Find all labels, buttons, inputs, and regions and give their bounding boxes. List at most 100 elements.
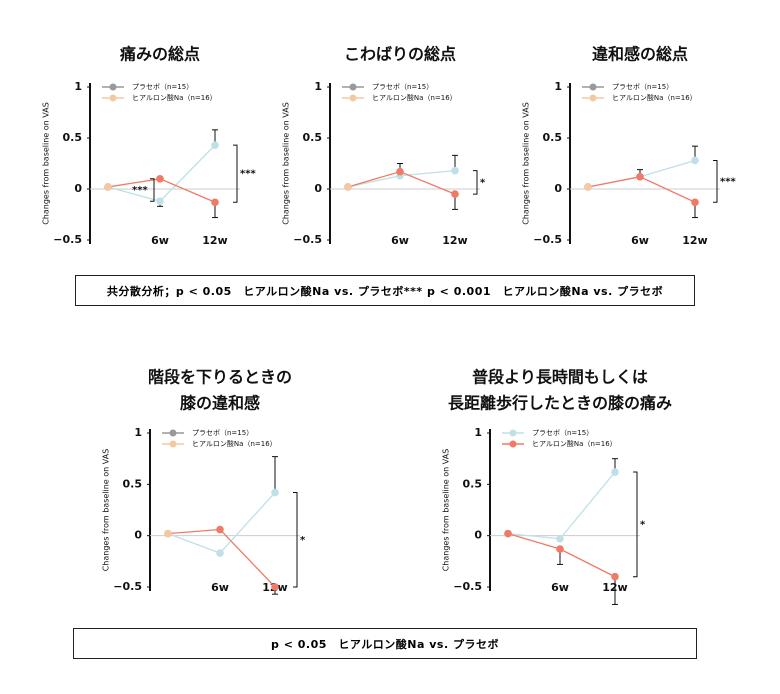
legend-label: ヒアルロン酸Na（n=16） <box>372 93 457 102</box>
data-point <box>556 545 564 553</box>
data-point <box>451 190 459 198</box>
data-point <box>104 183 112 191</box>
data-point <box>504 529 512 538</box>
y-tick-label: 0 <box>554 182 562 195</box>
significance-bracket <box>473 170 478 195</box>
significance-bracket <box>150 178 155 202</box>
y-tick-label: 1 <box>314 80 322 93</box>
data-point <box>271 583 279 591</box>
chart-title: 違和感の総点 <box>592 45 688 64</box>
legend-marker <box>589 94 597 102</box>
data-point <box>611 572 619 581</box>
y-tick-label: 0 <box>314 182 322 195</box>
legend-label: ヒアルロン酸Na（n=16） <box>192 439 277 448</box>
y-tick-label: 0.5 <box>123 477 143 490</box>
x-tick-label: 12w <box>442 234 467 247</box>
legend-marker <box>109 83 117 91</box>
y-tick-label: 0 <box>134 529 142 542</box>
y-axis-label: Changes from baseline on VAS <box>102 449 111 572</box>
data-point <box>584 183 592 191</box>
data-point <box>691 198 699 207</box>
significance-label: * <box>640 519 646 530</box>
data-point <box>556 534 564 543</box>
legend-label: プラセボ（n=15） <box>192 429 253 437</box>
series-line <box>167 492 276 554</box>
data-point <box>164 529 172 538</box>
data-point <box>156 175 164 183</box>
y-tick-label: 1 <box>474 426 482 439</box>
chart-title: 普段より長時間もしくは <box>472 368 648 387</box>
chart-title: 膝の違和感 <box>180 394 260 413</box>
legend-label: ヒアルロン酸Na（n=16） <box>532 439 617 448</box>
y-tick-label: 1 <box>134 426 142 439</box>
series-line <box>507 471 616 540</box>
legend-marker <box>349 83 357 91</box>
data-point <box>211 198 219 207</box>
legend-label: プラセボ（n=15） <box>132 83 193 91</box>
legend-label: プラセボ（n=15） <box>612 83 673 91</box>
y-tick-label: −0.5 <box>53 233 82 246</box>
y-axis-label: Changes from baseline on VAS <box>442 449 451 572</box>
data-point <box>216 525 224 534</box>
x-tick-label: 6w <box>391 234 409 247</box>
note-box: 共分散分析；p < 0.05 ヒアルロン酸Na vs. プラセボ*** p < … <box>75 275 695 306</box>
legend-marker <box>169 429 177 437</box>
legend-label: プラセボ（n=15） <box>532 429 593 437</box>
significance-label: *** <box>240 169 256 180</box>
x-tick-label: 6w <box>151 234 169 247</box>
significance-label: *** <box>132 185 148 196</box>
x-tick-label: 12w <box>682 234 707 247</box>
y-tick-label: 0.5 <box>543 131 563 144</box>
series-line <box>107 144 216 202</box>
y-tick-label: 1 <box>74 80 82 93</box>
x-tick-label: 6w <box>631 234 649 247</box>
chart-title: 痛みの総点 <box>119 45 200 64</box>
legend-label: ヒアルロン酸Na（n=16） <box>132 93 217 102</box>
y-tick-label: 1 <box>554 80 562 93</box>
data-point <box>636 172 644 181</box>
legend-label: ヒアルロン酸Na（n=16） <box>612 93 697 102</box>
y-tick-label: −0.5 <box>533 233 562 246</box>
legend-marker <box>109 94 117 102</box>
significance-bracket <box>633 471 638 578</box>
y-tick-label: −0.5 <box>453 580 482 593</box>
series-line <box>167 528 276 588</box>
chart-title: 長距離歩行したときの膝の痛み <box>448 394 672 413</box>
data-point <box>451 166 459 175</box>
significance-bracket <box>233 144 238 203</box>
significance-bracket <box>293 492 298 588</box>
legend-marker <box>589 83 597 91</box>
legend-label: プラセボ（n=15） <box>372 83 433 91</box>
legend-marker <box>509 429 517 437</box>
y-tick-label: −0.5 <box>293 233 322 246</box>
series-line <box>587 176 696 203</box>
significance-label: * <box>300 535 306 546</box>
chart-title: こわばりの総点 <box>344 45 456 64</box>
significance-bracket <box>713 159 718 203</box>
data-point <box>211 141 219 149</box>
data-point <box>396 167 404 176</box>
significance-label: * <box>480 177 486 188</box>
y-tick-label: 0 <box>74 182 82 195</box>
data-point <box>271 488 279 497</box>
legend-marker <box>509 440 517 448</box>
note-box: p < 0.05 ヒアルロン酸Na vs. プラセボ <box>73 628 697 659</box>
data-point <box>216 549 224 557</box>
data-point <box>611 468 619 476</box>
y-tick-label: −0.5 <box>113 580 142 593</box>
chart-title: 階段を下りるときの <box>148 368 292 387</box>
x-tick-label: 6w <box>211 581 229 594</box>
data-point <box>344 183 352 191</box>
x-tick-label: 6w <box>551 581 569 594</box>
y-tick-label: 0.5 <box>303 131 323 144</box>
y-axis-label: Changes from baseline on VAS <box>42 102 51 225</box>
y-tick-label: 0.5 <box>63 131 83 144</box>
data-point <box>691 156 699 165</box>
y-axis-label: Changes from baseline on VAS <box>282 102 291 225</box>
legend-marker <box>169 440 177 448</box>
data-point <box>156 197 164 206</box>
x-tick-label: 12w <box>202 234 227 247</box>
y-axis-label: Changes from baseline on VAS <box>522 102 531 225</box>
